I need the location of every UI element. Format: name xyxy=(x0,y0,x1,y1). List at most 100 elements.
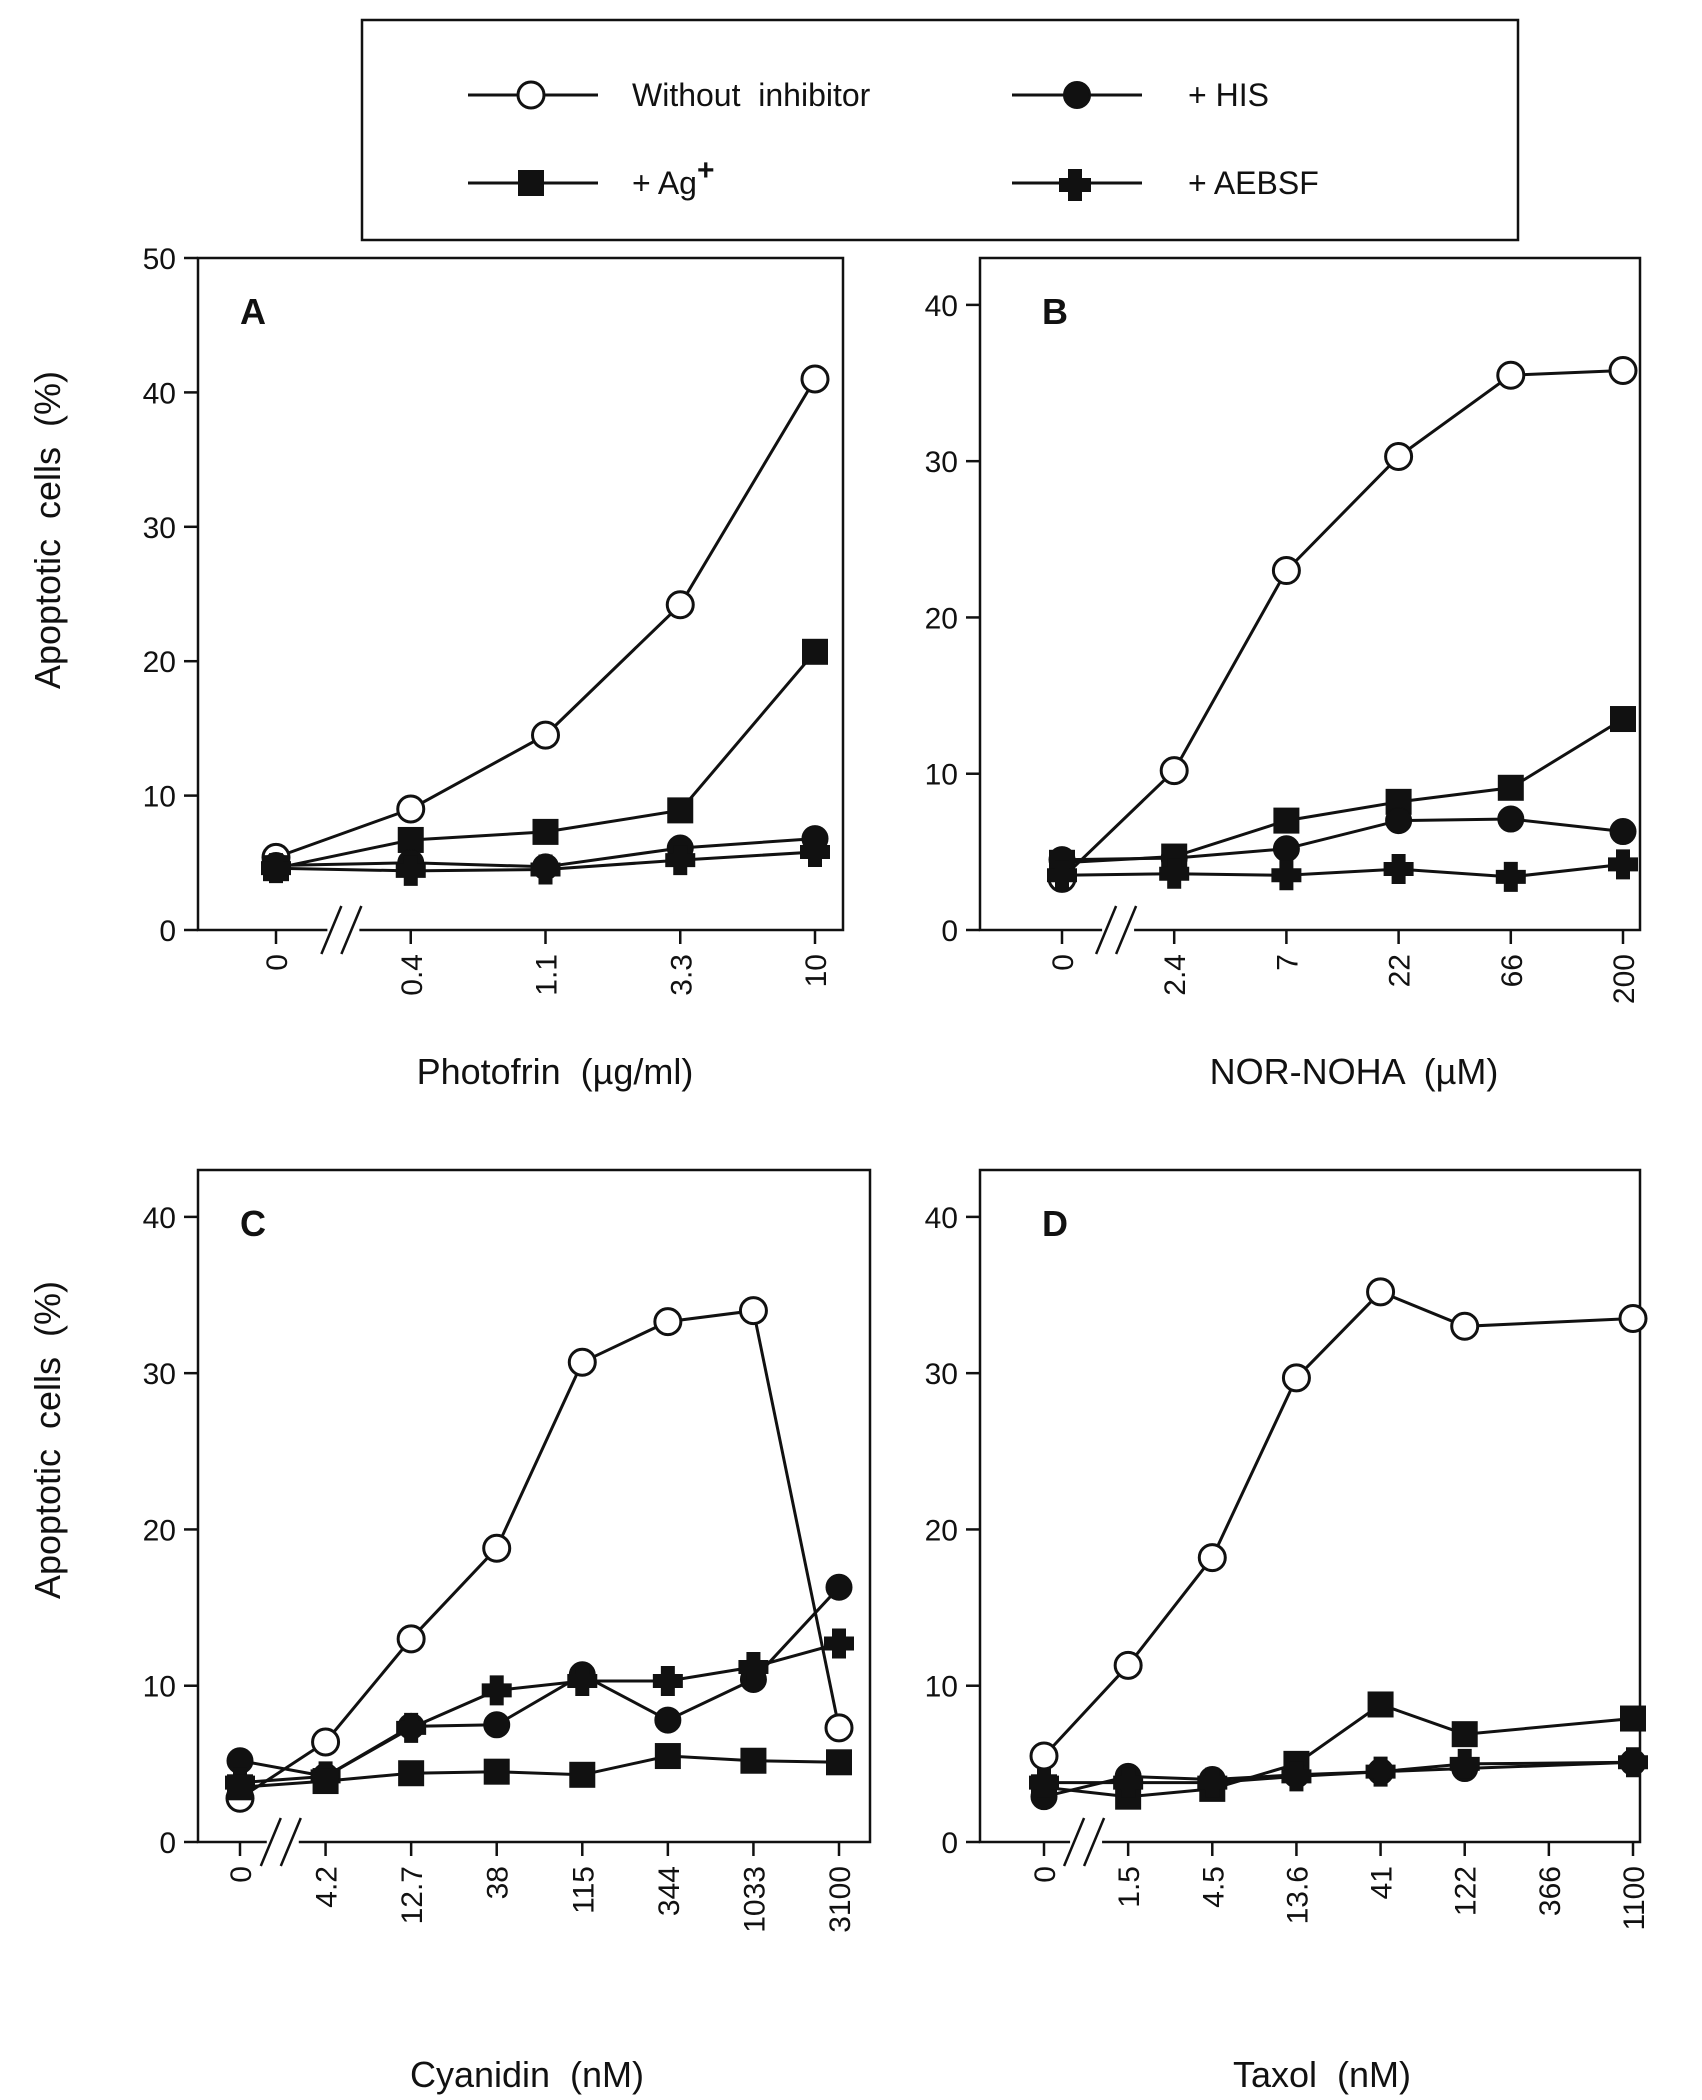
panel-b-point-plus-aebsf-22 xyxy=(1383,854,1414,885)
panel-c-point-plus-agplus-1033 xyxy=(740,1747,767,1774)
panel-d-point-plus-aebsf-122 xyxy=(1449,1748,1480,1779)
panel-d-xtick-label-0: 0 xyxy=(1029,1866,1062,1883)
legend-box xyxy=(360,18,1520,242)
plus-marker-icon xyxy=(1059,169,1091,201)
legend-item-ag: + Ag+ xyxy=(468,154,714,201)
panel-c-point-without-inhibitor-4-2 xyxy=(311,1727,341,1757)
panel-a-point-without-inhibitor-10 xyxy=(800,364,830,394)
panel-c-point-plus-aebsf-12-7 xyxy=(396,1712,427,1743)
panel-b-point-plus-agplus-66 xyxy=(1497,774,1524,801)
panel-d-ytick-label-40: 40 xyxy=(925,1202,958,1235)
panel-d-point-plus-aebsf-13-6 xyxy=(1281,1761,1312,1792)
panel-a-ylabel: Apoptotic cells (%) xyxy=(27,371,68,689)
panel-b-line-without-inhibitor xyxy=(1060,369,1624,880)
panel-a-point-plus-aebsf-0-4 xyxy=(395,855,426,886)
panel-d-ytick-label-0: 0 xyxy=(941,1827,958,1860)
panel-b-axis-break-slash-1 xyxy=(1094,905,1118,955)
panel-c-ytick-label-0: 0 xyxy=(159,1827,176,1860)
panel-a-point-plus-aebsf-3-3 xyxy=(665,845,696,876)
legend-label-aebsf: + AEBSF xyxy=(1188,165,1319,201)
panel-d-point-plus-aebsf-41 xyxy=(1365,1756,1396,1787)
panel-b-ytick-label-0: 0 xyxy=(941,915,958,948)
panel-c-ytick-label-40: 40 xyxy=(143,1202,176,1235)
panel-b-ytick-label-30: 30 xyxy=(925,446,958,479)
panel-a-xtick-label-1-1: 1.1 xyxy=(531,954,564,996)
panel-b-point-plus-agplus-200 xyxy=(1610,706,1636,733)
panel-d-xtick-label-366: 366 xyxy=(1534,1866,1567,1916)
panel-c-series-without-inhibitor xyxy=(225,1296,854,1813)
panel-d-point-without-inhibitor-1100 xyxy=(1618,1303,1648,1333)
panel-b-point-plus-aebsf-200 xyxy=(1608,849,1638,880)
panel-b-ytick-label-10: 10 xyxy=(925,759,958,792)
panel-b-ytick-label-40: 40 xyxy=(925,290,958,323)
panel-a-point-plus-agplus-1-1 xyxy=(532,818,559,845)
panel-b-point-without-inhibitor-7 xyxy=(1271,556,1301,586)
panel-d-xtick-label-1-5: 1.5 xyxy=(1113,1866,1146,1908)
panel-b-point-plus-aebsf-7 xyxy=(1271,860,1302,891)
panel-b-point-plus-his-7 xyxy=(1272,835,1300,863)
panel-a-ytick-label-50: 50 xyxy=(143,243,176,276)
panel-c-line-plus-agplus xyxy=(239,1754,840,1789)
panel-a-point-without-inhibitor-1-1 xyxy=(531,720,560,750)
panel-c-axis-break-slash-1 xyxy=(259,1817,282,1867)
panel-a-axis-break-slash-2 xyxy=(340,905,363,955)
panel-d-point-without-inhibitor-1-5 xyxy=(1113,1650,1143,1680)
panel-c-point-without-inhibitor-115 xyxy=(567,1347,597,1377)
panel-d-point-plus-agplus-1100 xyxy=(1620,1705,1646,1732)
panel-a-point-plus-aebsf-0 xyxy=(261,853,291,884)
panel-c-axis-break-slash-2 xyxy=(279,1817,302,1867)
panel-c-xtick-label-4-2: 4.2 xyxy=(311,1866,344,1908)
panel-c-xlabel: Cyanidin (nM) xyxy=(410,2054,644,2095)
legend-item-aebsf: + AEBSF xyxy=(1012,165,1319,201)
panel-b-point-plus-aebsf-2-4 xyxy=(1159,858,1190,889)
panel-d-axis-break-slash-2 xyxy=(1082,1817,1106,1867)
panel-a-xlabel: Photofrin (µg/ml) xyxy=(417,1051,694,1092)
panel-a-xtick-label-0: 0 xyxy=(261,954,294,971)
panel-b-point-plus-agplus-7 xyxy=(1273,807,1300,834)
panel-a-frame xyxy=(196,256,845,932)
legend-label-ag: + Ag+ xyxy=(632,154,714,201)
panel-c-point-plus-aebsf-38 xyxy=(481,1675,512,1706)
panel-c-letter: C xyxy=(240,1203,266,1244)
legend-item-without-inhibitor: Without inhibitor xyxy=(468,77,871,113)
panel-b-xtick-label-66: 66 xyxy=(1496,954,1529,987)
panel-d-ytick-label-30: 30 xyxy=(925,1358,958,1391)
panel-b-xtick-label-2-4: 2.4 xyxy=(1159,954,1192,996)
panel-b-line-plus-aebsf xyxy=(1061,862,1624,879)
panel-a-ytick-label-10: 10 xyxy=(143,781,176,814)
panel-d-point-plus-aebsf-0 xyxy=(1029,1767,1059,1798)
panel-c-point-plus-agplus-38 xyxy=(483,1758,510,1785)
panel-c-xtick-label-12-7: 12.7 xyxy=(396,1866,429,1924)
panel-b-point-plus-his-66 xyxy=(1497,805,1525,833)
panel-d-xtick-label-122: 122 xyxy=(1450,1866,1483,1916)
panel-d-xtick-label-4-5: 4.5 xyxy=(1197,1866,1230,1908)
panel-d-point-plus-aebsf-1100 xyxy=(1618,1747,1648,1778)
panel-b-axis-break-slash-2 xyxy=(1114,905,1138,955)
panel-a-ytick-label-40: 40 xyxy=(143,377,176,410)
panel-b-point-plus-his-200 xyxy=(1609,818,1637,846)
panel-a-point-plus-aebsf-10 xyxy=(800,837,830,868)
panel-d: 0 10 20 30 40 0 1.5 4.5 13.6 41 122 366 1100 D Taxol (… xyxy=(925,1168,1651,2095)
panel-c-point-plus-agplus-0 xyxy=(227,1774,253,1801)
panel-b-axis-break xyxy=(1094,905,1138,955)
panel-b-point-without-inhibitor-22 xyxy=(1384,441,1414,471)
panel-b-series-plus-his xyxy=(1048,805,1637,874)
panel-a-xtick-label-0-4: 0.4 xyxy=(396,954,429,996)
panel-b-xtick-label-0: 0 xyxy=(1047,954,1080,971)
panel-d-series-without-inhibitor xyxy=(1029,1277,1648,1771)
panel-c-ytick-label-10: 10 xyxy=(143,1671,176,1704)
panel-b-line-plus-his xyxy=(1061,817,1624,862)
panel-d-letter: D xyxy=(1042,1203,1068,1244)
panel-a-series-without-inhibitor xyxy=(261,364,830,872)
legend: Without inhibitor + HIS + Ag+ + AEBSF xyxy=(360,18,1520,242)
panel-a-axis-break xyxy=(320,905,363,955)
panel-d-xtick-label-1100: 1100 xyxy=(1618,1866,1651,1931)
panel-b-xtick-label-7: 7 xyxy=(1271,954,1304,971)
panel-c-point-plus-aebsf-1033 xyxy=(738,1651,769,1682)
panel-c-point-plus-agplus-115 xyxy=(569,1761,596,1788)
panel-d-point-plus-aebsf-4-5 xyxy=(1197,1767,1228,1798)
panel-d-point-without-inhibitor-4-5 xyxy=(1197,1543,1227,1573)
panel-b-xtick-label-22: 22 xyxy=(1384,954,1417,987)
panel-b-point-without-inhibitor-200 xyxy=(1608,356,1638,386)
